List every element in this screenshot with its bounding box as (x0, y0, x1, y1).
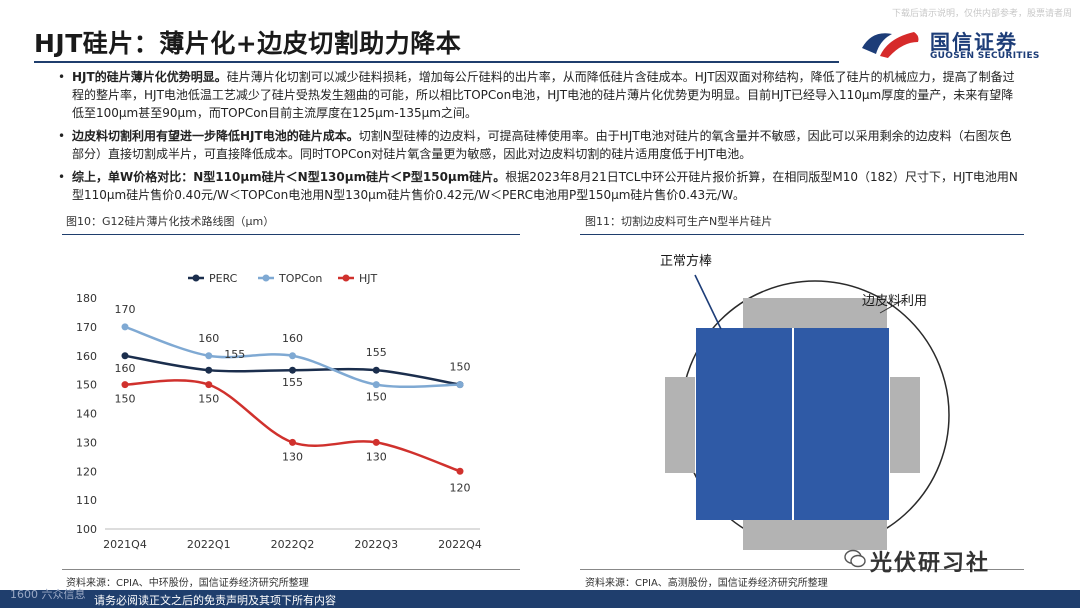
square-ingot-right-half (794, 328, 889, 520)
bullet-item: • HJT的硅片薄片化优势明显。硅片薄片化切割可以减少硅料损耗，增加每公斤硅料的… (58, 68, 1022, 122)
edge-piece-left (665, 377, 695, 473)
bullet-lead: 综上，单W价格对比：N型110μm硅片＜N型130μm硅片＜P型150μm硅片。 (72, 170, 506, 184)
data-point-hjt (205, 381, 213, 389)
bullet-lead: HJT的硅片薄片化优势明显。 (72, 70, 227, 84)
bullet-item: • 综上，单W价格对比：N型110μm硅片＜N型130μm硅片＜P型150μm硅… (58, 168, 1022, 204)
logo-text-en: GUOSEN SECURITIES (930, 51, 1040, 61)
data-label-perc: 155 (224, 348, 245, 361)
data-label-hjt: 150 (115, 393, 136, 406)
data-label-hjt: 150 (198, 393, 219, 406)
bullet-list: • HJT的硅片薄片化优势明显。硅片薄片化切割可以减少硅料损耗，增加每公斤硅料的… (58, 68, 1022, 209)
legend-label: TOPCon (278, 272, 322, 285)
x-tick-label: 2022Q2 (271, 538, 315, 551)
figure-11-title: 图11：切割边皮料可生产N型半片硅片 (585, 215, 773, 228)
data-label-perc: 155 (366, 346, 387, 359)
bullet-dot-icon: • (58, 70, 66, 84)
y-tick-label: 120 (76, 465, 97, 478)
data-point-perc (121, 352, 129, 360)
data-label-topcon: 160 (282, 332, 303, 345)
y-tick-label: 130 (76, 436, 97, 449)
edge-piece-right (890, 377, 920, 473)
title-divider (34, 61, 839, 63)
data-label-perc: 150 (450, 361, 471, 374)
legend-label: HJT (359, 272, 378, 285)
bullet-text: 切割N型硅棒的边皮料，可提高硅棒使用率。由于HJT电池对硅片的氧含量并不敏感，因… (72, 129, 1012, 161)
data-label-topcon: 160 (198, 332, 219, 345)
figure-11-source: 资料来源：CPIA、高测股份，国信证券经济研究所整理 (585, 578, 828, 589)
x-tick-label: 2022Q3 (354, 538, 398, 551)
x-tick-label: 2022Q4 (438, 538, 482, 551)
data-label-topcon: 150 (366, 391, 387, 404)
legend-label: PERC (209, 272, 238, 285)
data-point-hjt (289, 438, 296, 446)
data-point-perc (289, 366, 296, 374)
y-tick-label: 110 (76, 494, 97, 507)
data-point-topcon (456, 381, 464, 389)
social-account-name: 光伏研习社 (870, 551, 991, 576)
data-point-perc (205, 366, 213, 374)
figure-10-source: 资料来源：CPIA、中环股份，国信证券经济研究所整理 (66, 578, 309, 589)
data-label-topcon: 170 (115, 303, 136, 316)
data-point-topcon (289, 352, 296, 360)
figure-10-rule (62, 234, 520, 235)
bullet-text: 硅片薄片化切割可以减少硅料损耗，增加每公斤硅料的出片率，从而降低硅片含硅成本。H… (72, 70, 1015, 120)
standard-ingot-label: 正常方棒 (660, 254, 713, 269)
x-tick-label: 2021Q4 (103, 538, 147, 551)
y-tick-label: 140 (76, 408, 97, 421)
edge-material-label: 边皮料利用 (862, 294, 928, 309)
legend-marker (192, 274, 200, 282)
data-label-perc: 160 (115, 362, 136, 375)
data-label-hjt: 130 (282, 450, 303, 463)
legend-marker (342, 274, 350, 282)
bullet-text: 根据2023年8月21日TCL中环公开硅片报价折算，在相同版型M10（182）尺… (72, 170, 1018, 202)
edge-material-pointer (879, 299, 904, 314)
data-point-topcon (205, 352, 213, 360)
standard-ingot-pointer (694, 274, 722, 330)
bullet-dot-icon: • (58, 170, 66, 184)
bullet-dot-icon: • (58, 129, 66, 143)
wechat-icon (844, 549, 866, 568)
data-label-perc: 155 (282, 376, 303, 389)
brand-logo: 国信证券 GUOSEN SECURITIES (858, 22, 1068, 66)
bullet-lead: 边皮料切割利用有望进一步降低HJT电池的硅片成本。 (72, 129, 359, 143)
data-point-topcon (372, 381, 380, 389)
figure-10-title: 图10：G12硅片薄片化技术路线图（μm） (66, 215, 275, 228)
figure-10-bottom-rule (62, 569, 520, 570)
footer-disclaimer: 请务必阅读正文之后的免责声明及其项下所有内容 (94, 594, 336, 607)
data-point-hjt (121, 381, 129, 389)
y-tick-label: 170 (76, 321, 97, 334)
y-tick-label: 150 (76, 379, 97, 392)
corner-watermark: 1600 六众信息 (10, 588, 86, 601)
y-tick-label: 180 (76, 292, 97, 305)
figure-11-bottom-rule (580, 569, 1024, 570)
guosen-logo-icon (862, 32, 919, 58)
data-point-perc (372, 366, 380, 374)
y-tick-label: 100 (76, 523, 97, 536)
data-point-hjt (456, 467, 464, 475)
square-ingot-left-half (696, 328, 792, 520)
thickness-line-chart: 100 110 120 130 140 150 160 170 180 2021Q4 2022Q1 2… (76, 272, 482, 551)
y-tick-label: 160 (76, 350, 97, 363)
bullet-item: • 边皮料切割利用有望进一步降低HJT电池的硅片成本。切割N型硅棒的边皮料，可提… (58, 127, 1022, 163)
logo-text-cn: 国信证券 (930, 30, 1018, 54)
data-point-hjt (372, 438, 380, 446)
edge-piece-top (743, 298, 887, 328)
top-strip (0, 0, 1080, 4)
x-tick-label: 2022Q1 (187, 538, 231, 551)
wafer-diagram (665, 274, 950, 550)
data-label-hjt: 120 (450, 481, 471, 494)
page-title: HJT硅片：薄片化+边皮切割助力降本 (34, 29, 462, 58)
legend-marker (262, 274, 270, 282)
data-label-hjt: 130 (366, 450, 387, 463)
edge-piece-bottom (743, 520, 887, 550)
figure-11-rule (580, 234, 1024, 235)
footer-bar (0, 590, 1080, 608)
watermark: 下载后请示说明，仅供内部参考，股票请者周 (891, 9, 1072, 19)
data-point-topcon (121, 323, 129, 331)
